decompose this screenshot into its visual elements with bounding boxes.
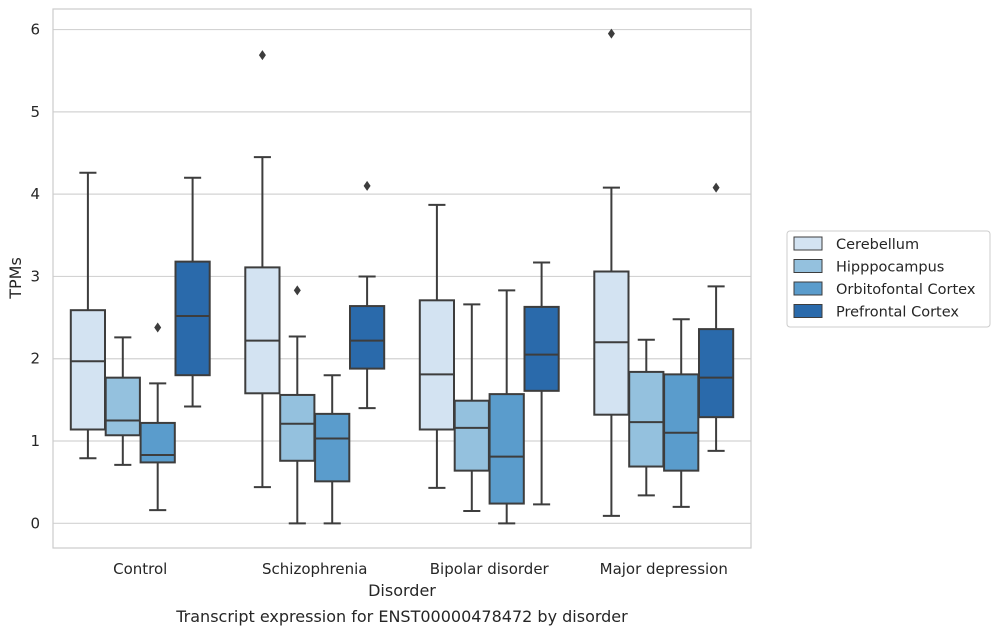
boxes-layer — [69, 28, 735, 525]
outlier-point — [712, 182, 720, 193]
plot-frame — [52, 8, 752, 549]
box-iqr — [139, 421, 176, 464]
box-iqr — [663, 373, 700, 472]
x-tick-label: Control — [113, 560, 167, 578]
y-tick-label: 5 — [30, 103, 40, 121]
box-iqr — [628, 370, 665, 468]
box-group — [697, 182, 735, 452]
box-group — [174, 176, 211, 408]
box-iqr — [348, 305, 386, 370]
box-group — [69, 171, 107, 460]
legend-swatch — [793, 304, 823, 318]
legend-label: Orbitofontal Cortex — [836, 282, 976, 298]
legend-label: Cerebellum — [836, 237, 919, 253]
box-group — [523, 261, 560, 506]
box-iqr — [244, 266, 281, 395]
y-tick-label: 4 — [30, 185, 40, 203]
box-iqr — [697, 328, 735, 419]
legend-label: Hipppocampus — [836, 260, 944, 276]
x-axis-label: Disorder — [368, 581, 436, 600]
x-tick-label: Bipolar disorder — [430, 560, 550, 578]
box-iqr — [488, 393, 525, 505]
box-group — [488, 289, 525, 525]
box-group — [244, 50, 281, 489]
box-group — [104, 336, 141, 466]
box-iqr — [69, 309, 107, 431]
box-group — [593, 28, 630, 517]
legend-swatch — [793, 236, 823, 251]
y-tick-label: 3 — [30, 267, 40, 285]
box-iqr — [523, 305, 560, 392]
box-group — [628, 338, 665, 497]
y-tick-label: 2 — [30, 350, 40, 368]
legend-label: Prefrontal Cortex — [836, 305, 959, 321]
box-group — [348, 180, 386, 410]
x-tick-labels: Control Schizophrenia Bipolar disorder Majo… — [113, 560, 728, 578]
y-tick-labels: 0 1 2 3 4 5 6 — [30, 21, 40, 533]
box-iqr — [279, 393, 316, 462]
box-group — [418, 203, 456, 489]
x-tick-label: Major depression — [600, 560, 728, 578]
box-group — [314, 374, 351, 525]
legend-frame — [786, 230, 991, 328]
x-tick-label: Schizophrenia — [262, 560, 367, 578]
outlier-point — [293, 285, 301, 296]
box-iqr — [104, 376, 141, 437]
box-iqr — [314, 412, 351, 483]
chart-caption: Transcript expression for ENST0000047847… — [175, 607, 628, 626]
box-iqr — [418, 299, 456, 431]
box-group — [139, 322, 176, 512]
legend: Cerebellum Hipppocampus Orbitofontal Corte… — [786, 230, 991, 328]
box-group — [279, 285, 316, 525]
outlier-point — [154, 322, 162, 333]
box-group — [663, 318, 700, 508]
y-tick-label: 6 — [30, 21, 40, 39]
box-iqr — [453, 399, 490, 472]
outlier-point — [258, 50, 266, 61]
y-axis-label: TPMs — [6, 257, 25, 300]
legend-swatch — [793, 281, 823, 296]
box-iqr — [174, 260, 211, 377]
outlier-point — [363, 180, 371, 191]
y-tick-label: 0 — [30, 514, 40, 532]
box-group — [453, 303, 490, 512]
legend-swatch — [793, 259, 823, 273]
y-tick-label: 1 — [30, 432, 40, 450]
outlier-point — [607, 28, 615, 39]
